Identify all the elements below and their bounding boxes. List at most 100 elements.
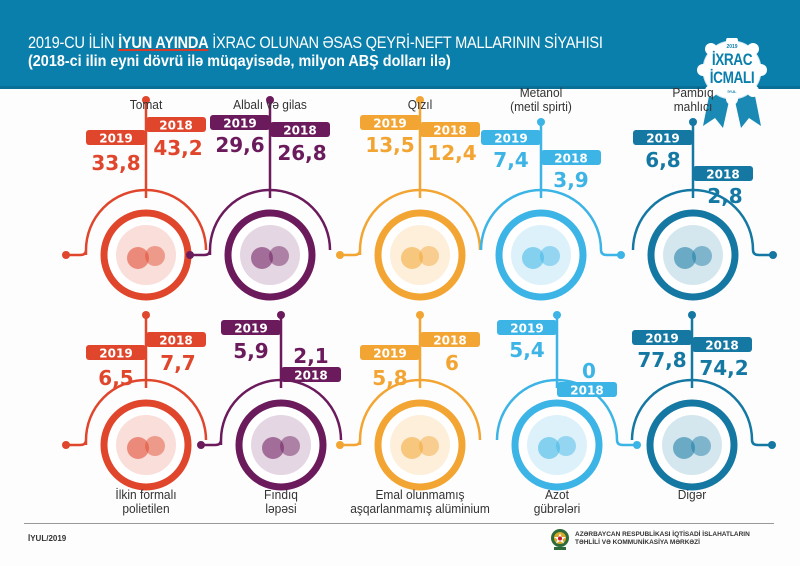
item-label: İlkin formalı polietilen — [115, 487, 177, 516]
stem-dot — [277, 311, 285, 319]
tag-2018-label: 2018 — [705, 339, 738, 353]
tag-2018 — [541, 150, 601, 165]
page-subtitle: (2018-ci ilin eyni dövrü ilə müqayisədə,… — [28, 53, 451, 70]
stem-dot — [688, 311, 696, 319]
footer-date: İYUL/2019 — [28, 534, 67, 543]
badge-year: 2019 — [726, 44, 738, 50]
tomato-icon-shape-a — [127, 247, 149, 269]
tag-2018 — [420, 122, 480, 137]
tag-2018-label: 2018 — [433, 124, 466, 138]
tag-2018 — [420, 332, 480, 347]
stem-dot — [416, 96, 424, 104]
value-2019: 5,8 — [372, 366, 407, 390]
tag-2018-label: 2018 — [554, 152, 587, 166]
tag-2018-label: 2018 — [159, 119, 192, 133]
fertilizer-bag-icon-shape-a — [538, 437, 560, 459]
org-line-2: TƏHLİLİ VƏ KOMMUNİKASİYA MƏRKƏZİ — [575, 539, 700, 546]
tag-2018-label: 2018 — [294, 369, 327, 383]
hazelnut-icon-shape-b — [280, 436, 300, 456]
tag-2019 — [210, 115, 270, 130]
item-label: Qızıl — [407, 97, 433, 112]
left-dot — [62, 251, 70, 259]
gold-bars-icon-shape-b — [419, 246, 439, 266]
left-connector — [340, 439, 362, 447]
emblem-icon — [551, 529, 569, 550]
item-label: Metanol (metil spirti) — [510, 85, 572, 114]
left-connector — [66, 249, 88, 257]
value-2019: 5,9 — [233, 339, 268, 363]
outer-arc — [479, 188, 603, 251]
value-2018: 26,8 — [277, 141, 326, 165]
footer-divider-right — [498, 523, 774, 524]
right-connector — [751, 249, 773, 257]
left-connector — [190, 249, 212, 257]
containers-icon-shape-a — [673, 437, 695, 459]
outer-arc — [495, 378, 619, 441]
badge-line2: İCMALI — [709, 68, 755, 87]
outer-arc — [84, 378, 208, 441]
gold-bars-icon-shape-a — [401, 247, 423, 269]
tag-2019 — [632, 330, 692, 345]
value-2018: 74,2 — [699, 356, 748, 380]
badge-line1: İXRAC — [711, 50, 753, 69]
value-2018: 12,4 — [427, 141, 476, 165]
ixrac-icmali-badge: 2019 İXRAC İCMALI İYUL — [697, 35, 767, 130]
left-dot — [336, 251, 344, 259]
outer-arc — [358, 378, 482, 441]
tag-2018-label: 2018 — [283, 124, 316, 138]
badge-rosette-icon — [697, 35, 767, 128]
tag-2018 — [146, 117, 206, 132]
stem-dot — [142, 96, 150, 104]
cherry-icon-shape-a — [251, 247, 273, 269]
value-2019: 77,8 — [637, 348, 686, 372]
tag-2019-label: 2019 — [99, 347, 132, 361]
tag-2018-label: 2018 — [433, 334, 466, 348]
right-dot — [633, 441, 641, 449]
tag-2019 — [221, 320, 281, 335]
stem-dot — [266, 96, 274, 104]
right-connector — [599, 249, 621, 257]
value-2019: 33,8 — [91, 151, 140, 175]
org-line-1: AZƏRBAYCAN RESPUBLİKASI İQTİSADİ İSLAHAT… — [575, 531, 750, 538]
left-dot — [197, 441, 205, 449]
left-connector — [201, 439, 223, 447]
tag-2019 — [481, 130, 541, 145]
molecule-icon-shape-a — [522, 247, 544, 269]
tag-2018-label: 2018 — [706, 168, 739, 182]
stem-dot — [416, 311, 424, 319]
tag-2019-label: 2019 — [373, 117, 406, 131]
footer-divider-left — [24, 523, 498, 524]
tag-2018 — [557, 382, 617, 397]
value-2018: 2,8 — [707, 184, 742, 208]
item-label: Emal olunmamış aşqarlanmamış alüminium — [350, 487, 490, 516]
page-title: 2019-CU İLİN İYUN AYINDA İXRAC OLUNAN ƏS… — [28, 33, 603, 53]
tag-2019-label: 2019 — [223, 117, 256, 131]
tag-2019 — [86, 130, 146, 145]
molecule-icon-shape-b — [540, 246, 560, 266]
header-banner: 2019-CU İLİN İYUN AYINDA İXRAC OLUNAN ƏS… — [0, 0, 800, 89]
fertilizer-bag-icon-shape-b — [556, 436, 576, 456]
value-2018: 43,2 — [153, 136, 202, 160]
outer-arc — [358, 188, 482, 251]
value-2018: 7,7 — [160, 351, 195, 375]
left-connector — [340, 249, 362, 257]
value-2018: 0 — [582, 359, 596, 383]
stem-dot — [689, 118, 697, 126]
stem-dot — [553, 311, 561, 319]
tag-2019-label: 2019 — [646, 132, 679, 146]
footer-organization: AZƏRBAYCAN RESPUBLİKASI İQTİSADİ İSLAHAT… — [575, 531, 750, 547]
tag-2019 — [360, 345, 420, 360]
left-dot — [186, 251, 194, 259]
aluminium-icon-shape-b — [419, 436, 439, 456]
tag-2018-label: 2018 — [159, 334, 192, 348]
tag-2019 — [86, 345, 146, 360]
outer-arc — [630, 378, 754, 441]
cotton-icon-shape-a — [674, 247, 696, 269]
right-dot — [768, 441, 776, 449]
value-2019: 13,5 — [365, 133, 414, 157]
value-2019: 6,5 — [98, 366, 133, 390]
item-label: Fındıq ləpəsi — [264, 487, 298, 516]
aluminium-icon-shape-a — [401, 437, 423, 459]
pellets-icon-shape-a — [127, 437, 149, 459]
